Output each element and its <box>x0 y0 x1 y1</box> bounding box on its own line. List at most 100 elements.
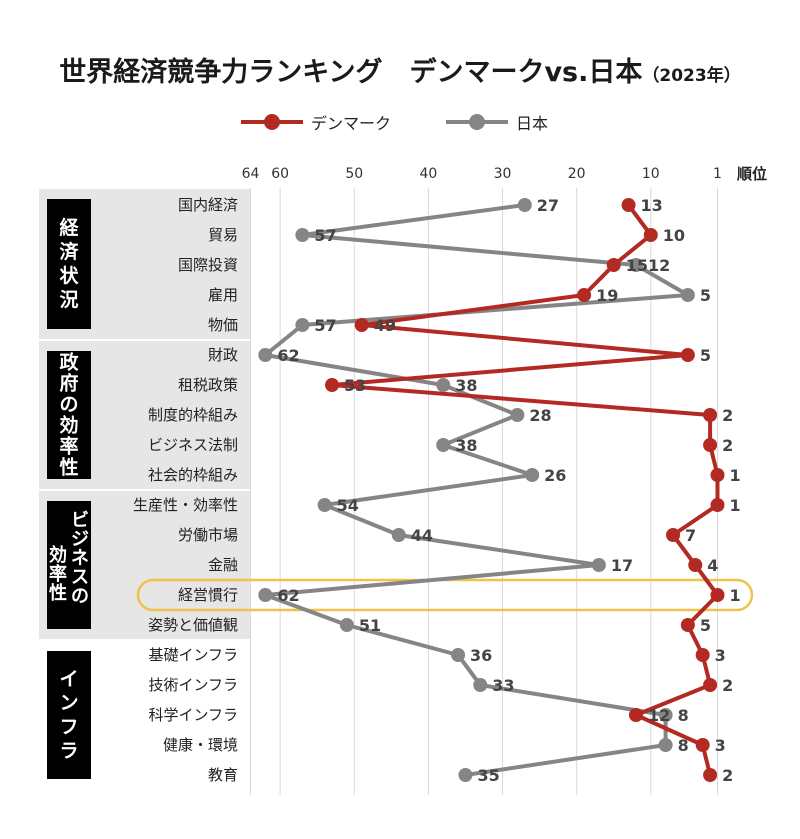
category-label-6: 租税政策 <box>178 376 238 394</box>
value-label-japan-10: 54 <box>337 496 359 515</box>
point-japan-12 <box>591 558 606 572</box>
point-japan-8 <box>436 438 451 452</box>
point-denmark-2 <box>606 258 621 272</box>
value-label-japan-8: 38 <box>455 436 477 455</box>
point-denmark-12 <box>688 558 703 572</box>
value-label-japan-18: 8 <box>678 736 689 755</box>
category-label-12: 金融 <box>208 556 238 574</box>
value-label-japan-5: 62 <box>277 346 299 365</box>
category-label-9: 社会的枠組み <box>148 466 238 484</box>
value-label-denmark-12: 4 <box>707 556 718 575</box>
value-label-denmark-11: 7 <box>685 526 696 545</box>
group-label-box-2 <box>47 501 91 629</box>
value-label-japan-12: 17 <box>611 556 633 575</box>
legend-line-japan <box>446 114 508 130</box>
series-line-denmark <box>330 203 720 776</box>
legend-label-japan: 日本 <box>516 114 549 133</box>
legend-item-denmark: デンマーク <box>241 110 391 134</box>
category-label-5: 財政 <box>208 346 238 364</box>
value-label-japan-0: 27 <box>537 196 559 215</box>
category-label-15: 基礎インフラ <box>148 646 238 664</box>
axis-label: 順位 <box>736 165 767 183</box>
value-label-denmark-19: 2 <box>722 766 733 785</box>
point-japan-19 <box>458 768 473 782</box>
category-label-17: 科学インフラ <box>148 706 238 724</box>
value-label-japan-6: 38 <box>455 376 477 395</box>
point-japan-9 <box>525 468 540 482</box>
point-japan-18 <box>658 738 673 752</box>
category-label-1: 貿易 <box>208 226 238 244</box>
point-denmark-8 <box>703 438 718 452</box>
legend-item-japan: 日本 <box>446 110 548 134</box>
group-label-box-0 <box>47 199 91 329</box>
point-japan-4 <box>295 318 310 332</box>
category-label-0: 国内経済 <box>178 196 238 214</box>
point-japan-3 <box>680 288 695 302</box>
value-label-denmark-1: 10 <box>663 226 685 245</box>
value-label-japan-9: 26 <box>544 466 566 485</box>
x-tick-label-30: 30 <box>494 166 512 182</box>
value-label-japan-17: 8 <box>678 706 689 725</box>
point-japan-11 <box>391 528 406 542</box>
point-denmark-4 <box>354 318 369 332</box>
value-label-japan-19: 35 <box>477 766 499 785</box>
category-label-16: 技術インフラ <box>148 676 238 694</box>
x-tick-label-60: 60 <box>271 166 289 182</box>
value-label-denmark-17: 12 <box>648 706 670 725</box>
value-label-denmark-3: 19 <box>596 286 618 305</box>
point-japan-7 <box>510 408 525 422</box>
x-tick-label-50: 50 <box>345 166 363 182</box>
point-denmark-11 <box>666 528 681 542</box>
value-label-denmark-18: 3 <box>715 736 726 755</box>
point-japan-16 <box>473 678 488 692</box>
value-label-denmark-16: 2 <box>722 676 733 695</box>
value-label-japan-11: 44 <box>411 526 433 545</box>
value-label-denmark-7: 2 <box>722 406 733 425</box>
value-label-denmark-2: 15 <box>626 256 648 275</box>
x-tick-label-1: 1 <box>713 166 722 182</box>
point-denmark-10 <box>710 498 725 512</box>
value-label-japan-2: 12 <box>648 256 670 275</box>
x-tick-label-40: 40 <box>419 166 437 182</box>
point-denmark-17 <box>628 708 643 722</box>
point-denmark-13 <box>710 588 725 602</box>
value-label-denmark-8: 2 <box>722 436 733 455</box>
point-japan-0 <box>517 198 532 212</box>
point-denmark-5 <box>680 348 695 362</box>
page-title: 世界経済競争力ランキング デンマークvs.日本（2023年） <box>59 57 741 88</box>
group-label-box-3 <box>47 651 91 779</box>
value-label-denmark-0: 13 <box>641 196 663 215</box>
value-label-denmark-4: 49 <box>374 316 396 335</box>
value-label-denmark-10: 1 <box>730 496 741 515</box>
point-denmark-3 <box>577 288 592 302</box>
point-denmark-9 <box>710 468 725 482</box>
point-japan-1 <box>295 228 310 242</box>
point-japan-13 <box>258 588 273 602</box>
value-label-japan-1: 57 <box>314 226 336 245</box>
point-japan-2 <box>628 258 643 272</box>
x-tick-label-10: 10 <box>642 166 660 182</box>
point-denmark-7 <box>703 408 718 422</box>
category-label-10: 生産性・効率性 <box>133 496 238 514</box>
group-label-2: ビジネスの効率性 <box>49 510 89 607</box>
group-label-box-1 <box>47 351 91 479</box>
category-label-14: 姿勢と価値観 <box>148 616 238 634</box>
category-label-7: 制度的枠組み <box>148 406 238 424</box>
x-tick-label-64: 64 <box>242 166 260 182</box>
value-label-japan-3: 5 <box>700 286 711 305</box>
category-label-2: 国際投資 <box>178 256 238 274</box>
value-label-japan-7: 28 <box>529 406 551 425</box>
category-label-8: ビジネス法制 <box>148 436 238 454</box>
point-japan-10 <box>317 498 332 512</box>
value-label-japan-16: 33 <box>492 676 514 695</box>
value-label-japan-13: 62 <box>277 586 299 605</box>
legend-marker-denmark <box>264 114 280 130</box>
point-japan-15 <box>451 648 466 662</box>
legend-label-denmark: デンマーク <box>311 114 392 133</box>
value-label-denmark-5: 5 <box>700 346 711 365</box>
value-label-denmark-9: 1 <box>730 466 741 485</box>
legend-marker-japan <box>469 114 485 130</box>
category-label-11: 労働市場 <box>178 526 238 544</box>
category-label-13: 経営慣行 <box>178 586 238 604</box>
